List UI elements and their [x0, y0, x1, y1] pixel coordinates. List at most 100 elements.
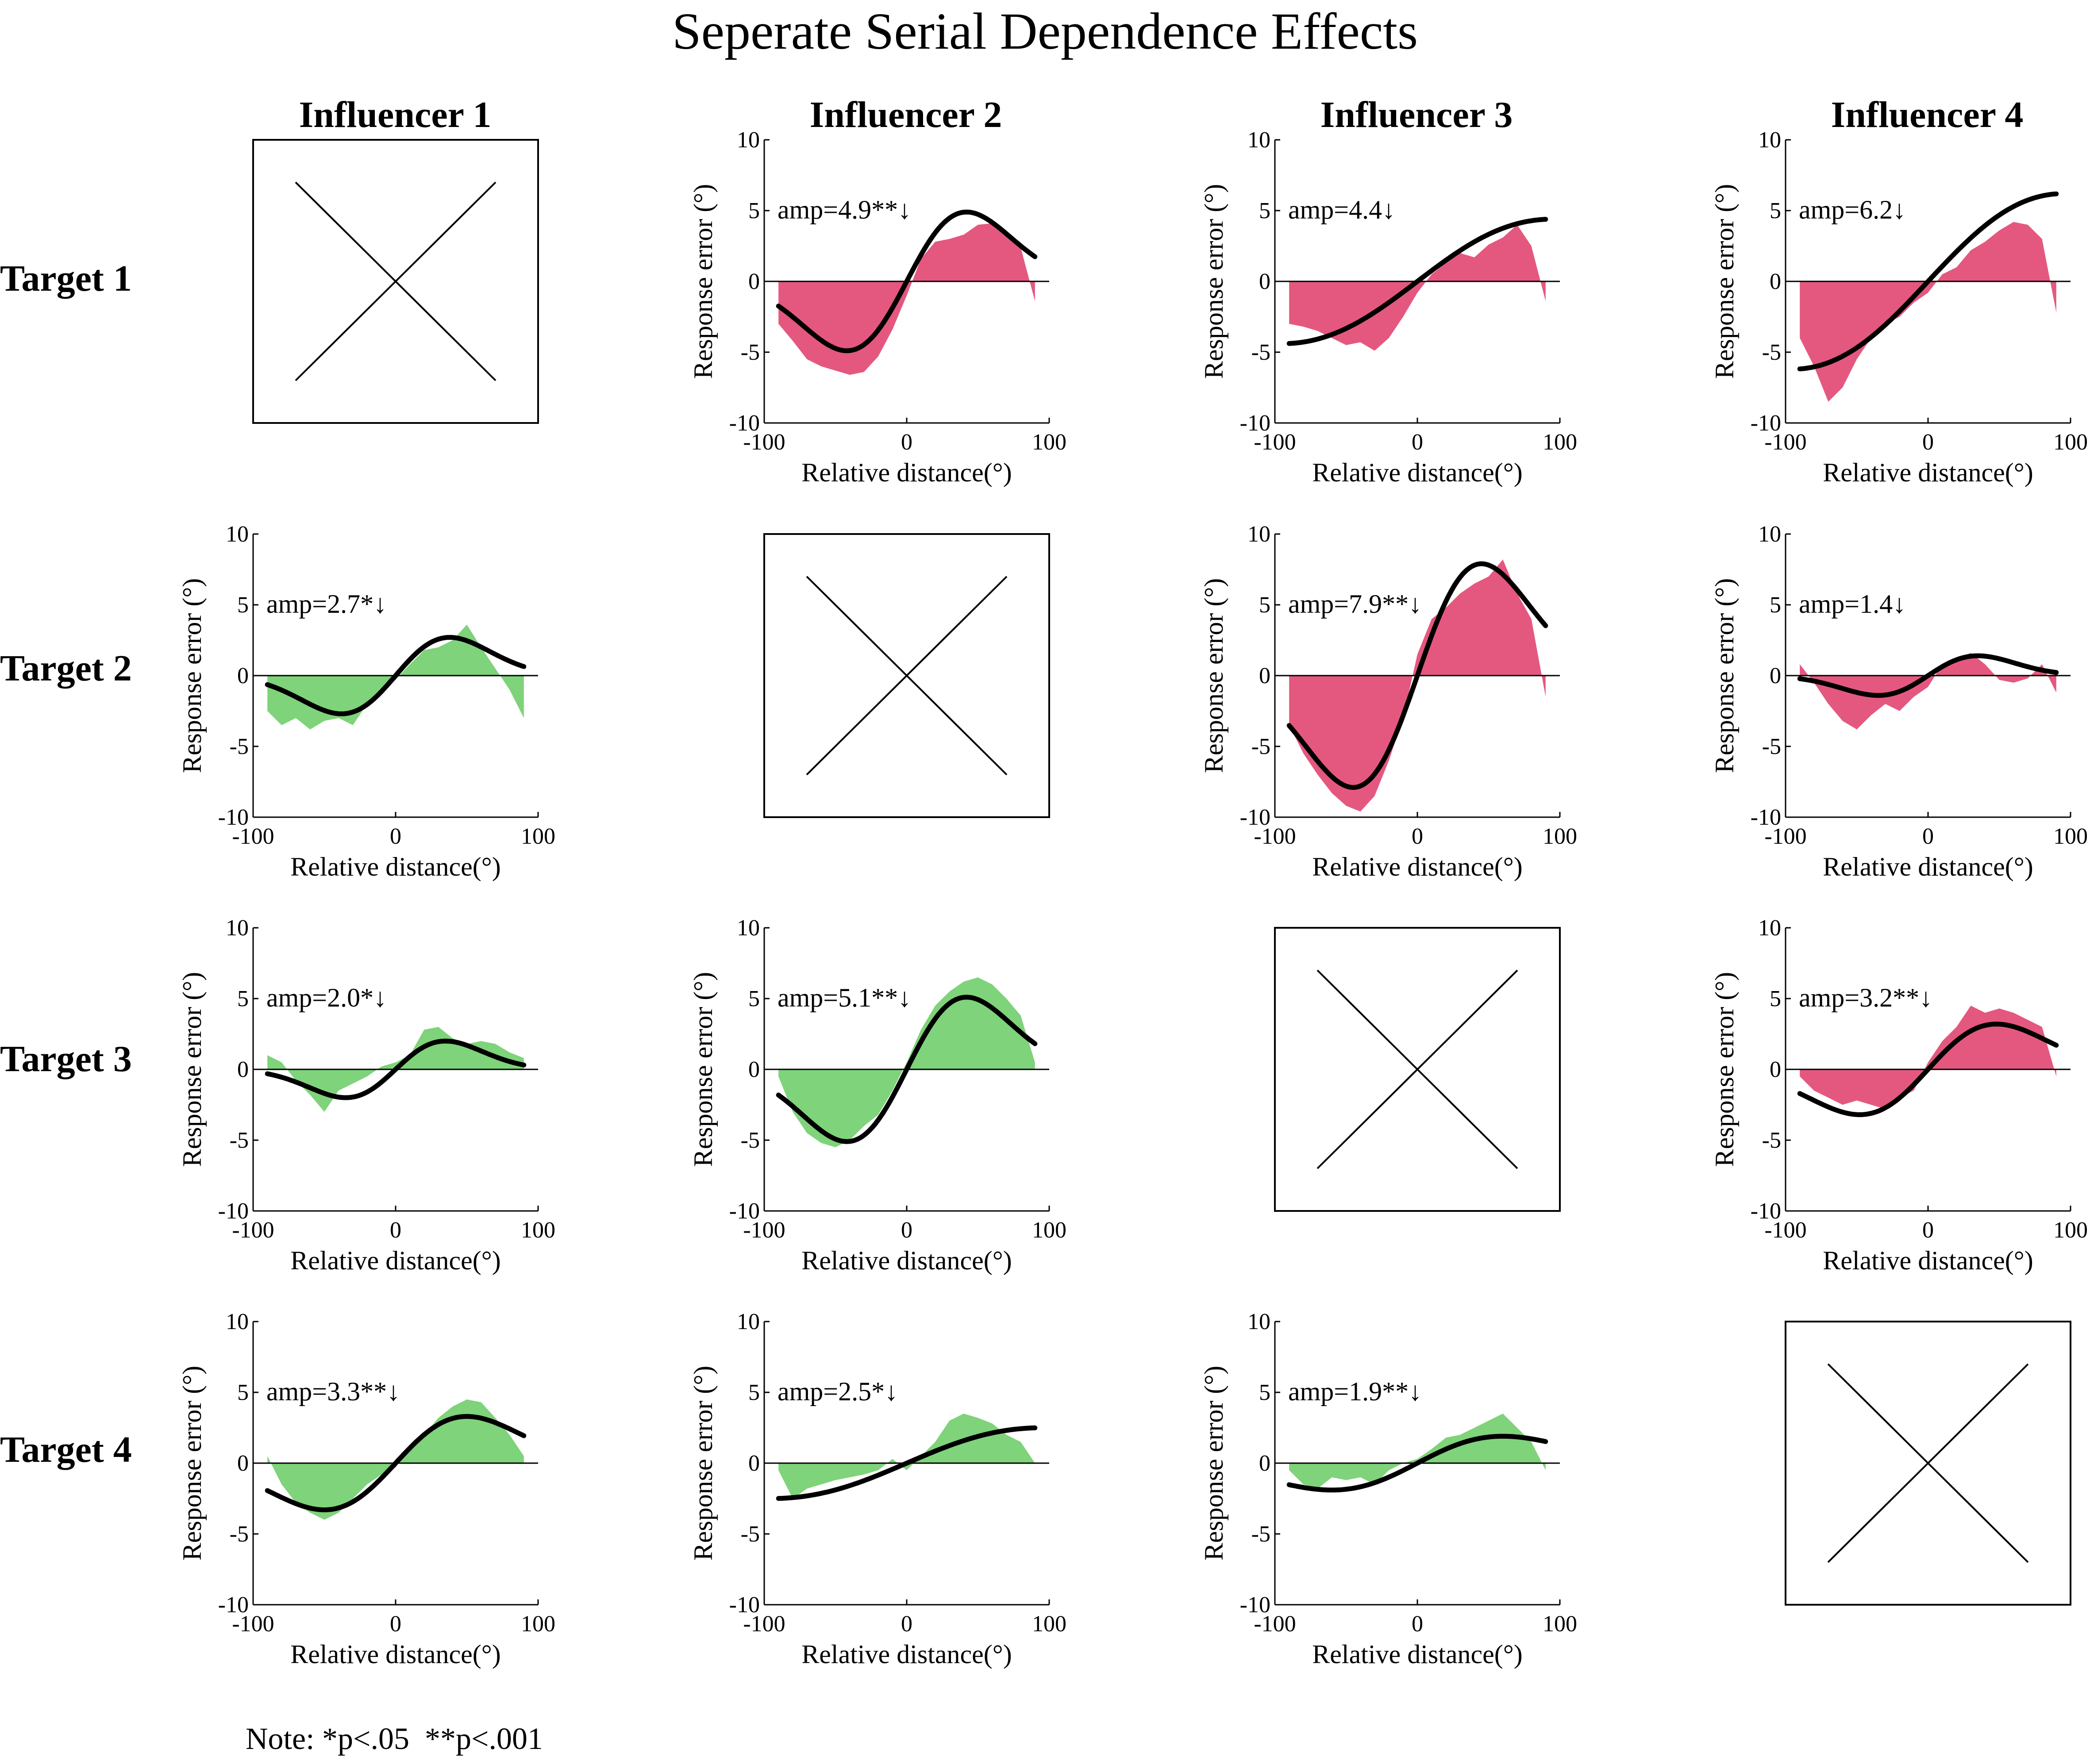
empty-panel-frame	[1785, 1321, 2071, 1606]
response-error-area	[1289, 225, 1546, 351]
amplitude-annotation: amp=3.3**↓	[266, 1377, 400, 1406]
cross-line	[806, 576, 1008, 776]
x-tick-label: 0	[1922, 430, 1934, 455]
y-tick-label: 5	[1259, 1380, 1270, 1405]
response-error-area	[778, 223, 1035, 375]
amplitude-annotation: amp=2.5*↓	[777, 1377, 898, 1406]
y-tick-label: -5	[230, 1128, 249, 1153]
x-tick-label: -100	[232, 824, 274, 849]
y-tick-label: 5	[237, 592, 249, 618]
panel-r4-c2: 10 5 0 -5 -10-100 0 100 Relative distance(°) Res…	[689, 1309, 1066, 1669]
x-tick-label: 100	[1032, 430, 1066, 455]
panel-r3-c1: 10 5 0 -5 -10-100 0 100 Relative distance(°) Res…	[177, 915, 555, 1275]
x-tick-label: -100	[1764, 824, 1806, 849]
y-tick-label: 0	[748, 1451, 760, 1476]
fit-curve	[1797, 1022, 2059, 1117]
row-header-target-4: Target 4	[0, 1429, 132, 1470]
y-tick-label: -5	[1251, 1522, 1270, 1547]
y-axis-label: Response error (°)	[1710, 184, 1739, 379]
x-axis-label: Relative distance(°)	[1312, 852, 1522, 881]
response-error-area	[1800, 653, 2056, 730]
fit-curve	[265, 635, 527, 716]
x-tick-label: 100	[1032, 1218, 1066, 1243]
x-tick-label: 100	[1032, 1611, 1066, 1637]
panel-r2-c2	[763, 533, 1050, 818]
y-axis-label: Response error (°)	[177, 578, 207, 773]
y-tick-label: -5	[1251, 340, 1270, 365]
panel-r1-c2: 10 5 0 -5 -10-100 0 100 Relative distance(°) Res…	[689, 127, 1066, 487]
y-tick-label: -10	[729, 1199, 760, 1224]
x-tick-label: -100	[1764, 1218, 1806, 1243]
x-axis-label: Relative distance(°)	[1823, 458, 2033, 487]
panel-r4-c4	[1785, 1321, 2071, 1606]
y-tick-label: -5	[741, 1522, 760, 1547]
y-tick-label: 10	[1758, 915, 1781, 941]
response-error-area	[1289, 559, 1546, 812]
x-axis-label: Relative distance(°)	[290, 1246, 500, 1275]
y-tick-label: 10	[1758, 127, 1781, 153]
x-axis-label: Relative distance(°)	[801, 1246, 1012, 1275]
fit-curve	[1286, 561, 1548, 790]
y-tick-label: -10	[1240, 1592, 1270, 1618]
y-tick-label: 10	[737, 127, 760, 153]
x-tick-label: -100	[1254, 824, 1296, 849]
y-axis-label: Response error (°)	[689, 184, 718, 379]
x-tick-label: -100	[743, 1218, 785, 1243]
fit-curve	[776, 1425, 1038, 1501]
x-axis-label: Relative distance(°)	[1312, 458, 1522, 487]
fit-curve	[1286, 217, 1548, 346]
y-axis-label: Response error (°)	[1710, 972, 1739, 1167]
x-axis-label: Relative distance(°)	[290, 1640, 500, 1669]
amplitude-annotation: amp=1.9**↓	[1288, 1377, 1422, 1406]
significance-note: Note: *p<.05 **p<.001	[246, 1722, 543, 1756]
panel-r2-c1: 10 5 0 -5 -10-100 0 100 Relative distance(°) Res…	[177, 522, 555, 881]
y-axis-label: Response error (°)	[1199, 184, 1228, 379]
y-axis-label: Response error (°)	[689, 972, 718, 1167]
y-tick-label: 0	[1259, 663, 1270, 688]
y-tick-label: 10	[1758, 522, 1781, 547]
y-tick-label: 5	[1770, 198, 1781, 223]
empty-panel-frame	[252, 139, 539, 424]
y-tick-label: 5	[748, 198, 760, 223]
y-axis-label: Response error (°)	[1710, 578, 1739, 773]
response-error-area	[1800, 222, 2056, 402]
panel-r2-c4: 10 5 0 -5 -10-100 0 100 Relative distance(°) Res…	[1710, 522, 2088, 881]
empty-panel-frame	[1274, 927, 1561, 1212]
y-tick-label: -10	[218, 1592, 249, 1618]
y-tick-label: -10	[1240, 411, 1270, 436]
response-error-area	[1800, 1006, 2056, 1109]
x-tick-label: -100	[1254, 1611, 1296, 1637]
y-tick-label: 10	[737, 1309, 760, 1334]
y-tick-label: -10	[729, 1592, 760, 1618]
y-tick-label: 0	[237, 1057, 249, 1082]
cross-line	[1827, 1363, 2029, 1563]
y-tick-label: 10	[226, 915, 249, 941]
x-tick-label: 0	[1412, 824, 1423, 849]
y-tick-label: -10	[1751, 1199, 1781, 1224]
x-tick-label: 0	[1412, 430, 1423, 455]
fit-curve	[1286, 1433, 1548, 1493]
amplitude-annotation: amp=4.4↓	[1288, 195, 1395, 224]
x-tick-label: 0	[901, 430, 912, 455]
response-error-area	[1289, 1414, 1546, 1489]
x-tick-label: 100	[521, 1218, 555, 1243]
y-tick-label: -5	[741, 1128, 760, 1153]
x-axis-label: Relative distance(°)	[801, 458, 1012, 487]
x-tick-label: -100	[232, 1611, 274, 1637]
panel-r3-c4: 10 5 0 -5 -10-100 0 100 Relative distance(°) Res…	[1710, 915, 2088, 1275]
column-header-influencer-3: Influencer 3	[1320, 94, 1513, 135]
y-tick-label: -10	[1751, 411, 1781, 436]
x-tick-label: 0	[1922, 824, 1934, 849]
row-header-target-1: Target 1	[0, 258, 132, 299]
x-tick-label: 100	[2053, 1218, 2088, 1243]
x-axis-label: Relative distance(°)	[1823, 852, 2033, 881]
panel-r1-c1	[252, 139, 539, 424]
amplitude-annotation: amp=2.0*↓	[266, 983, 387, 1012]
amplitude-annotation: amp=2.7*↓	[266, 589, 387, 619]
y-tick-label: -10	[218, 805, 249, 830]
y-tick-label: 5	[748, 986, 760, 1011]
amplitude-annotation: amp=1.4↓	[1799, 589, 1906, 619]
figure-title: Seperate Serial Dependence Effects	[672, 2, 1418, 60]
y-tick-label: -10	[1751, 805, 1781, 830]
